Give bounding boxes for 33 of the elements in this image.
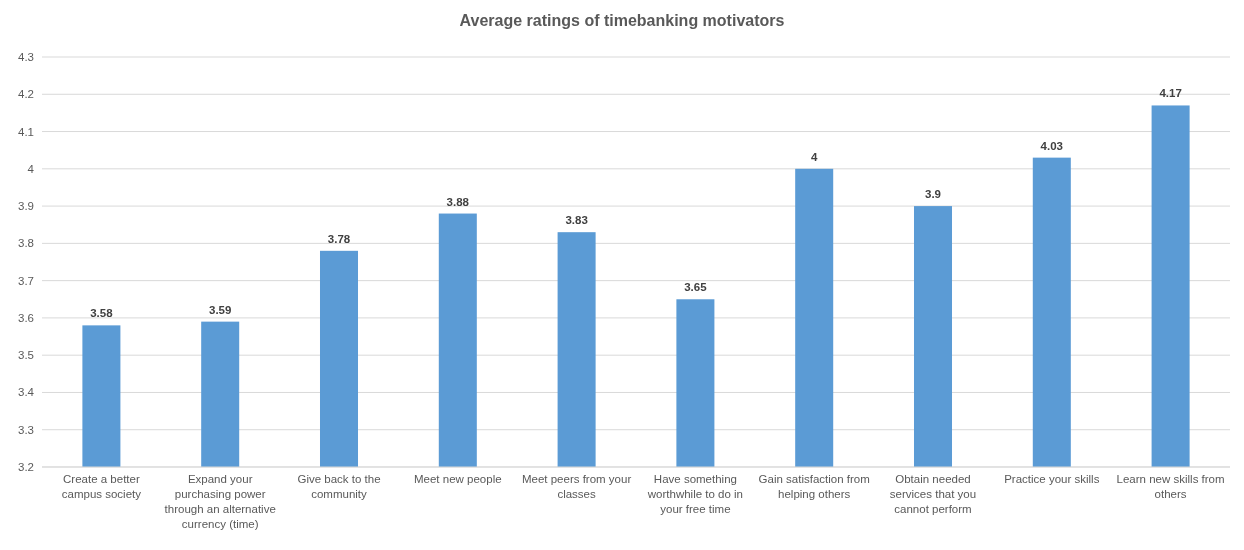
- x-tick-label: Meet new people: [414, 473, 502, 485]
- y-tick-label: 4.2: [18, 88, 34, 101]
- y-tick-label: 3.8: [18, 237, 34, 250]
- x-tick-label: Expand your purchasing power through an alternative currency (time): [164, 473, 276, 530]
- data-label: 3.88: [446, 195, 470, 208]
- y-tick-label: 3.2: [18, 461, 34, 474]
- x-tick-label: Give back to the community: [297, 473, 381, 500]
- data-label: 4.17: [1159, 87, 1182, 100]
- y-tick-label: 4: [27, 162, 35, 175]
- data-label: 3.65: [684, 281, 708, 294]
- y-tick-label: 3.3: [18, 423, 34, 436]
- x-tick-label: Create a better campus society: [61, 473, 142, 500]
- y-tick-label: 3.9: [18, 200, 34, 213]
- y-tick-label: 4.3: [18, 51, 34, 64]
- x-tick-label: Practice your skills: [1004, 473, 1100, 485]
- y-tick-label: 3.4: [18, 386, 35, 399]
- y-tick-label: 4.1: [18, 125, 34, 138]
- data-label: 4: [811, 150, 818, 163]
- x-tick-label: Learn new skills from others: [1116, 473, 1225, 500]
- data-label: 3.58: [90, 307, 114, 320]
- data-label: 4.03: [1040, 139, 1063, 152]
- x-tick-label: Meet peers from your classes: [521, 473, 632, 500]
- x-tick-label: Gain satisfaction from helping others: [758, 473, 870, 500]
- data-label: 3.59: [209, 303, 232, 316]
- data-label: 3.83: [565, 214, 588, 227]
- x-tick-label: Obtain needed services that you cannot perform: [889, 473, 977, 515]
- data-label: 3.9: [925, 188, 941, 201]
- data-label: 3.78: [327, 232, 351, 245]
- x-tick-label: Have something worthwhile to do in your free time: [646, 473, 744, 515]
- y-tick-label: 3.7: [18, 274, 34, 287]
- y-tick-label: 3.6: [18, 311, 34, 324]
- chart-title: Average ratings of timebanking motivators: [459, 12, 785, 29]
- y-tick-label: 3.5: [18, 349, 34, 362]
